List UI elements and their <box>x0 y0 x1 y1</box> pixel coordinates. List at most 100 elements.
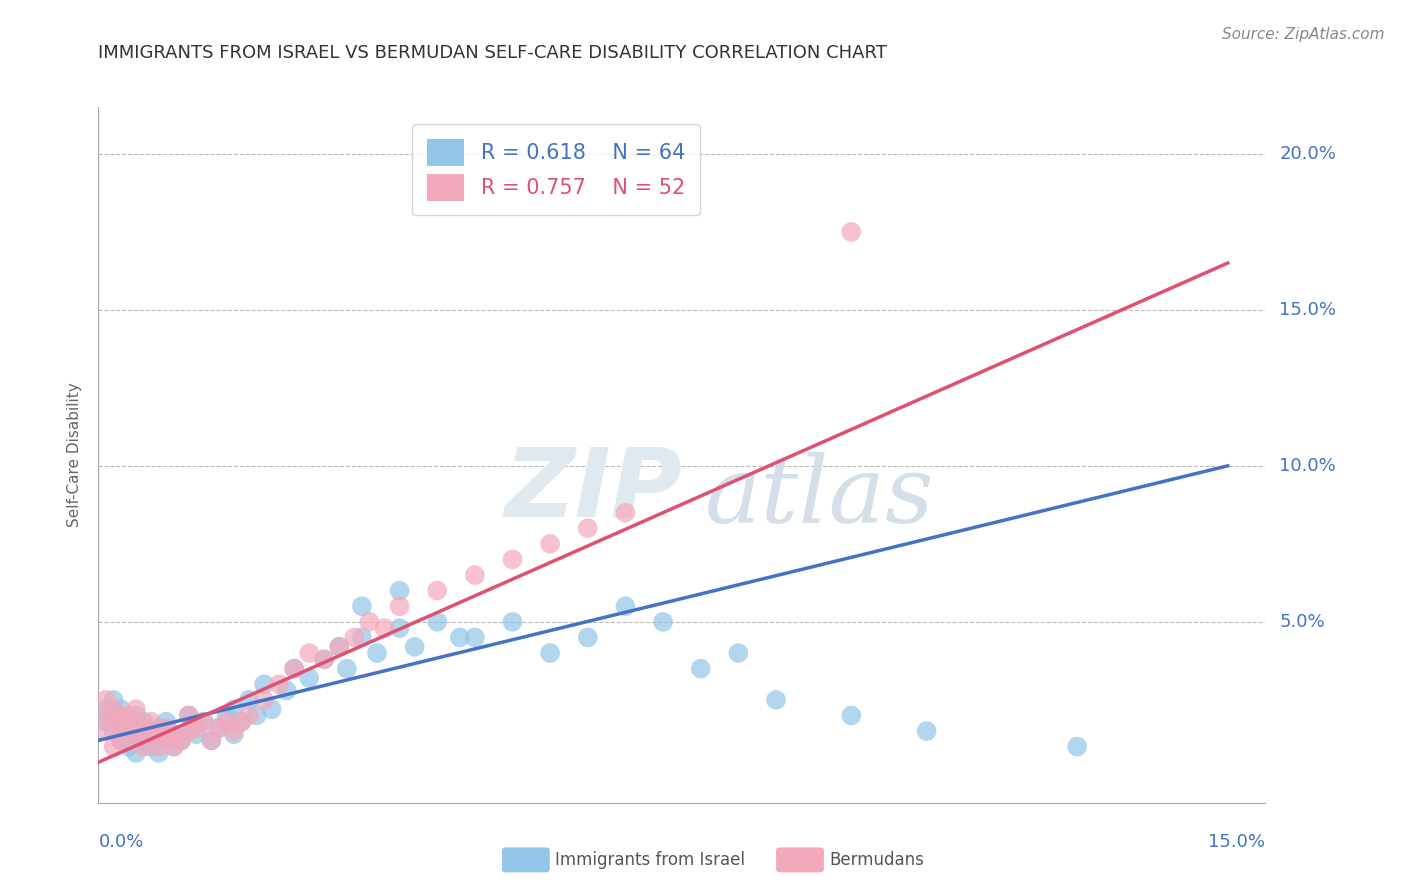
Point <box>155 721 177 735</box>
Point <box>139 714 162 729</box>
Point <box>94 724 117 739</box>
Point <box>366 646 388 660</box>
Point <box>163 739 186 754</box>
Point <box>328 640 350 654</box>
Point <box>103 724 125 739</box>
Legend: R = 0.618    N = 64, R = 0.757    N = 52: R = 0.618 N = 64, R = 0.757 N = 52 <box>412 124 700 216</box>
Point <box>283 662 305 676</box>
Point <box>177 724 200 739</box>
Point <box>538 646 561 660</box>
Point <box>222 724 245 739</box>
Point <box>388 599 411 614</box>
Point <box>298 646 321 660</box>
Point <box>125 702 148 716</box>
Point <box>231 714 253 729</box>
Point <box>139 739 162 754</box>
Point <box>426 583 449 598</box>
Point <box>110 702 132 716</box>
Point <box>222 727 245 741</box>
Point <box>103 714 125 729</box>
Point <box>193 714 215 729</box>
Point <box>110 721 132 735</box>
Point <box>139 724 162 739</box>
Point <box>155 714 177 729</box>
Point <box>388 583 411 598</box>
Text: 15.0%: 15.0% <box>1208 833 1265 851</box>
Point <box>343 631 366 645</box>
Point <box>614 599 637 614</box>
Point <box>222 702 245 716</box>
Point <box>148 721 170 735</box>
Point <box>464 568 486 582</box>
Point <box>117 708 139 723</box>
Point <box>253 693 276 707</box>
Point <box>155 733 177 747</box>
Point <box>464 631 486 645</box>
Point <box>117 724 139 739</box>
Text: 20.0%: 20.0% <box>1279 145 1336 163</box>
Point <box>215 714 238 729</box>
Point <box>94 708 117 723</box>
Point <box>576 521 599 535</box>
Point <box>388 621 411 635</box>
Point <box>260 702 283 716</box>
Point <box>765 693 787 707</box>
Point <box>404 640 426 654</box>
Point <box>538 537 561 551</box>
Point <box>125 708 148 723</box>
Point <box>238 693 260 707</box>
Point <box>155 733 177 747</box>
Point <box>328 640 350 654</box>
Point <box>94 714 117 729</box>
Point <box>125 714 148 729</box>
Point <box>110 708 132 723</box>
Point <box>231 714 253 729</box>
Point <box>163 727 186 741</box>
Point <box>148 746 170 760</box>
Point <box>110 733 132 747</box>
Point <box>94 693 117 707</box>
Point <box>163 739 186 754</box>
Point <box>350 599 373 614</box>
Point <box>208 721 231 735</box>
Text: 5.0%: 5.0% <box>1279 613 1324 631</box>
Point <box>177 708 200 723</box>
Point <box>314 652 336 666</box>
Point <box>839 708 862 723</box>
Point <box>200 733 222 747</box>
Text: Source: ZipAtlas.com: Source: ZipAtlas.com <box>1222 27 1385 42</box>
Point <box>103 693 125 707</box>
Point <box>186 727 208 741</box>
Point <box>238 708 260 723</box>
Point <box>502 552 524 566</box>
Text: 0.0%: 0.0% <box>98 833 143 851</box>
Point <box>132 739 155 754</box>
Point <box>1066 739 1088 754</box>
Point <box>148 739 170 754</box>
Point <box>170 733 193 747</box>
Point <box>103 739 125 754</box>
Point <box>193 714 215 729</box>
Point <box>117 739 139 754</box>
Point <box>652 615 675 629</box>
Y-axis label: Self-Care Disability: Self-Care Disability <box>67 383 83 527</box>
Point <box>915 724 938 739</box>
Point <box>125 746 148 760</box>
Point <box>276 683 298 698</box>
Point <box>502 615 524 629</box>
Point <box>839 225 862 239</box>
Point <box>336 662 359 676</box>
Point <box>314 652 336 666</box>
Point <box>125 727 148 741</box>
Point <box>283 662 305 676</box>
Text: Immigrants from Israel: Immigrants from Israel <box>555 851 745 869</box>
Point <box>208 721 231 735</box>
Point <box>132 714 155 729</box>
Point <box>177 724 200 739</box>
Point <box>177 708 200 723</box>
Point <box>103 702 125 716</box>
Point <box>576 631 599 645</box>
Point <box>117 721 139 735</box>
Point <box>727 646 749 660</box>
Text: 15.0%: 15.0% <box>1279 301 1337 318</box>
